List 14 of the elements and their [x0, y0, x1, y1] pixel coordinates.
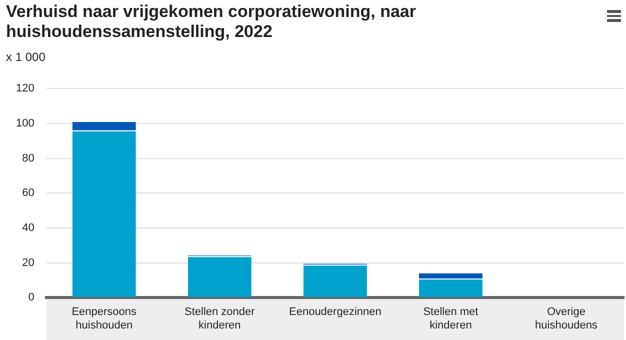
x-tick-label: Eenoudergezinnen	[288, 306, 382, 318]
y-tick-label: 120	[16, 82, 34, 95]
y-tick-label: 100	[16, 117, 34, 130]
y-tick-label: 20	[22, 256, 34, 269]
x-tick-label: Overige huishoudens	[535, 306, 598, 332]
x-tick-label: Stellen met kinderen	[423, 306, 478, 332]
chart-title: Verhuisd naar vrijgekomen corporatiewoning, naar huishoudenssamenstelling, 2022	[6, 2, 418, 42]
y-tick-label: 40	[22, 222, 34, 234]
y-tick-label: 60	[22, 187, 34, 200]
y-tick-label: 0	[28, 292, 34, 304]
y-axis-title: x 1 000	[6, 50, 46, 64]
y-tick-label: 80	[22, 152, 34, 164]
x-tick-label: Stellen zonder kinderen	[184, 306, 256, 332]
x-tick-label: Eenpersoons huishouden	[72, 306, 138, 332]
